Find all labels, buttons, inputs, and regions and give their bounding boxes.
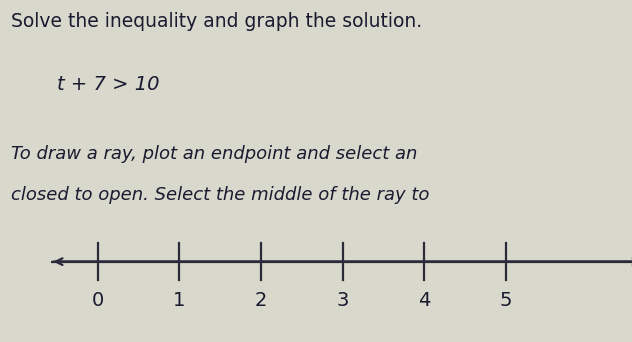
Text: 0: 0 — [92, 291, 104, 310]
Text: t + 7 > 10: t + 7 > 10 — [57, 75, 159, 94]
Text: To draw a ray, plot an endpoint and select an: To draw a ray, plot an endpoint and sele… — [11, 145, 418, 163]
Text: Solve the inequality and graph the solution.: Solve the inequality and graph the solut… — [11, 12, 423, 31]
Text: 1: 1 — [173, 291, 186, 310]
Text: 3: 3 — [336, 291, 349, 310]
Text: closed to open. Select the middle of the ray to: closed to open. Select the middle of the… — [11, 186, 430, 205]
Text: 5: 5 — [499, 291, 512, 310]
Text: 2: 2 — [255, 291, 267, 310]
Text: 4: 4 — [418, 291, 430, 310]
